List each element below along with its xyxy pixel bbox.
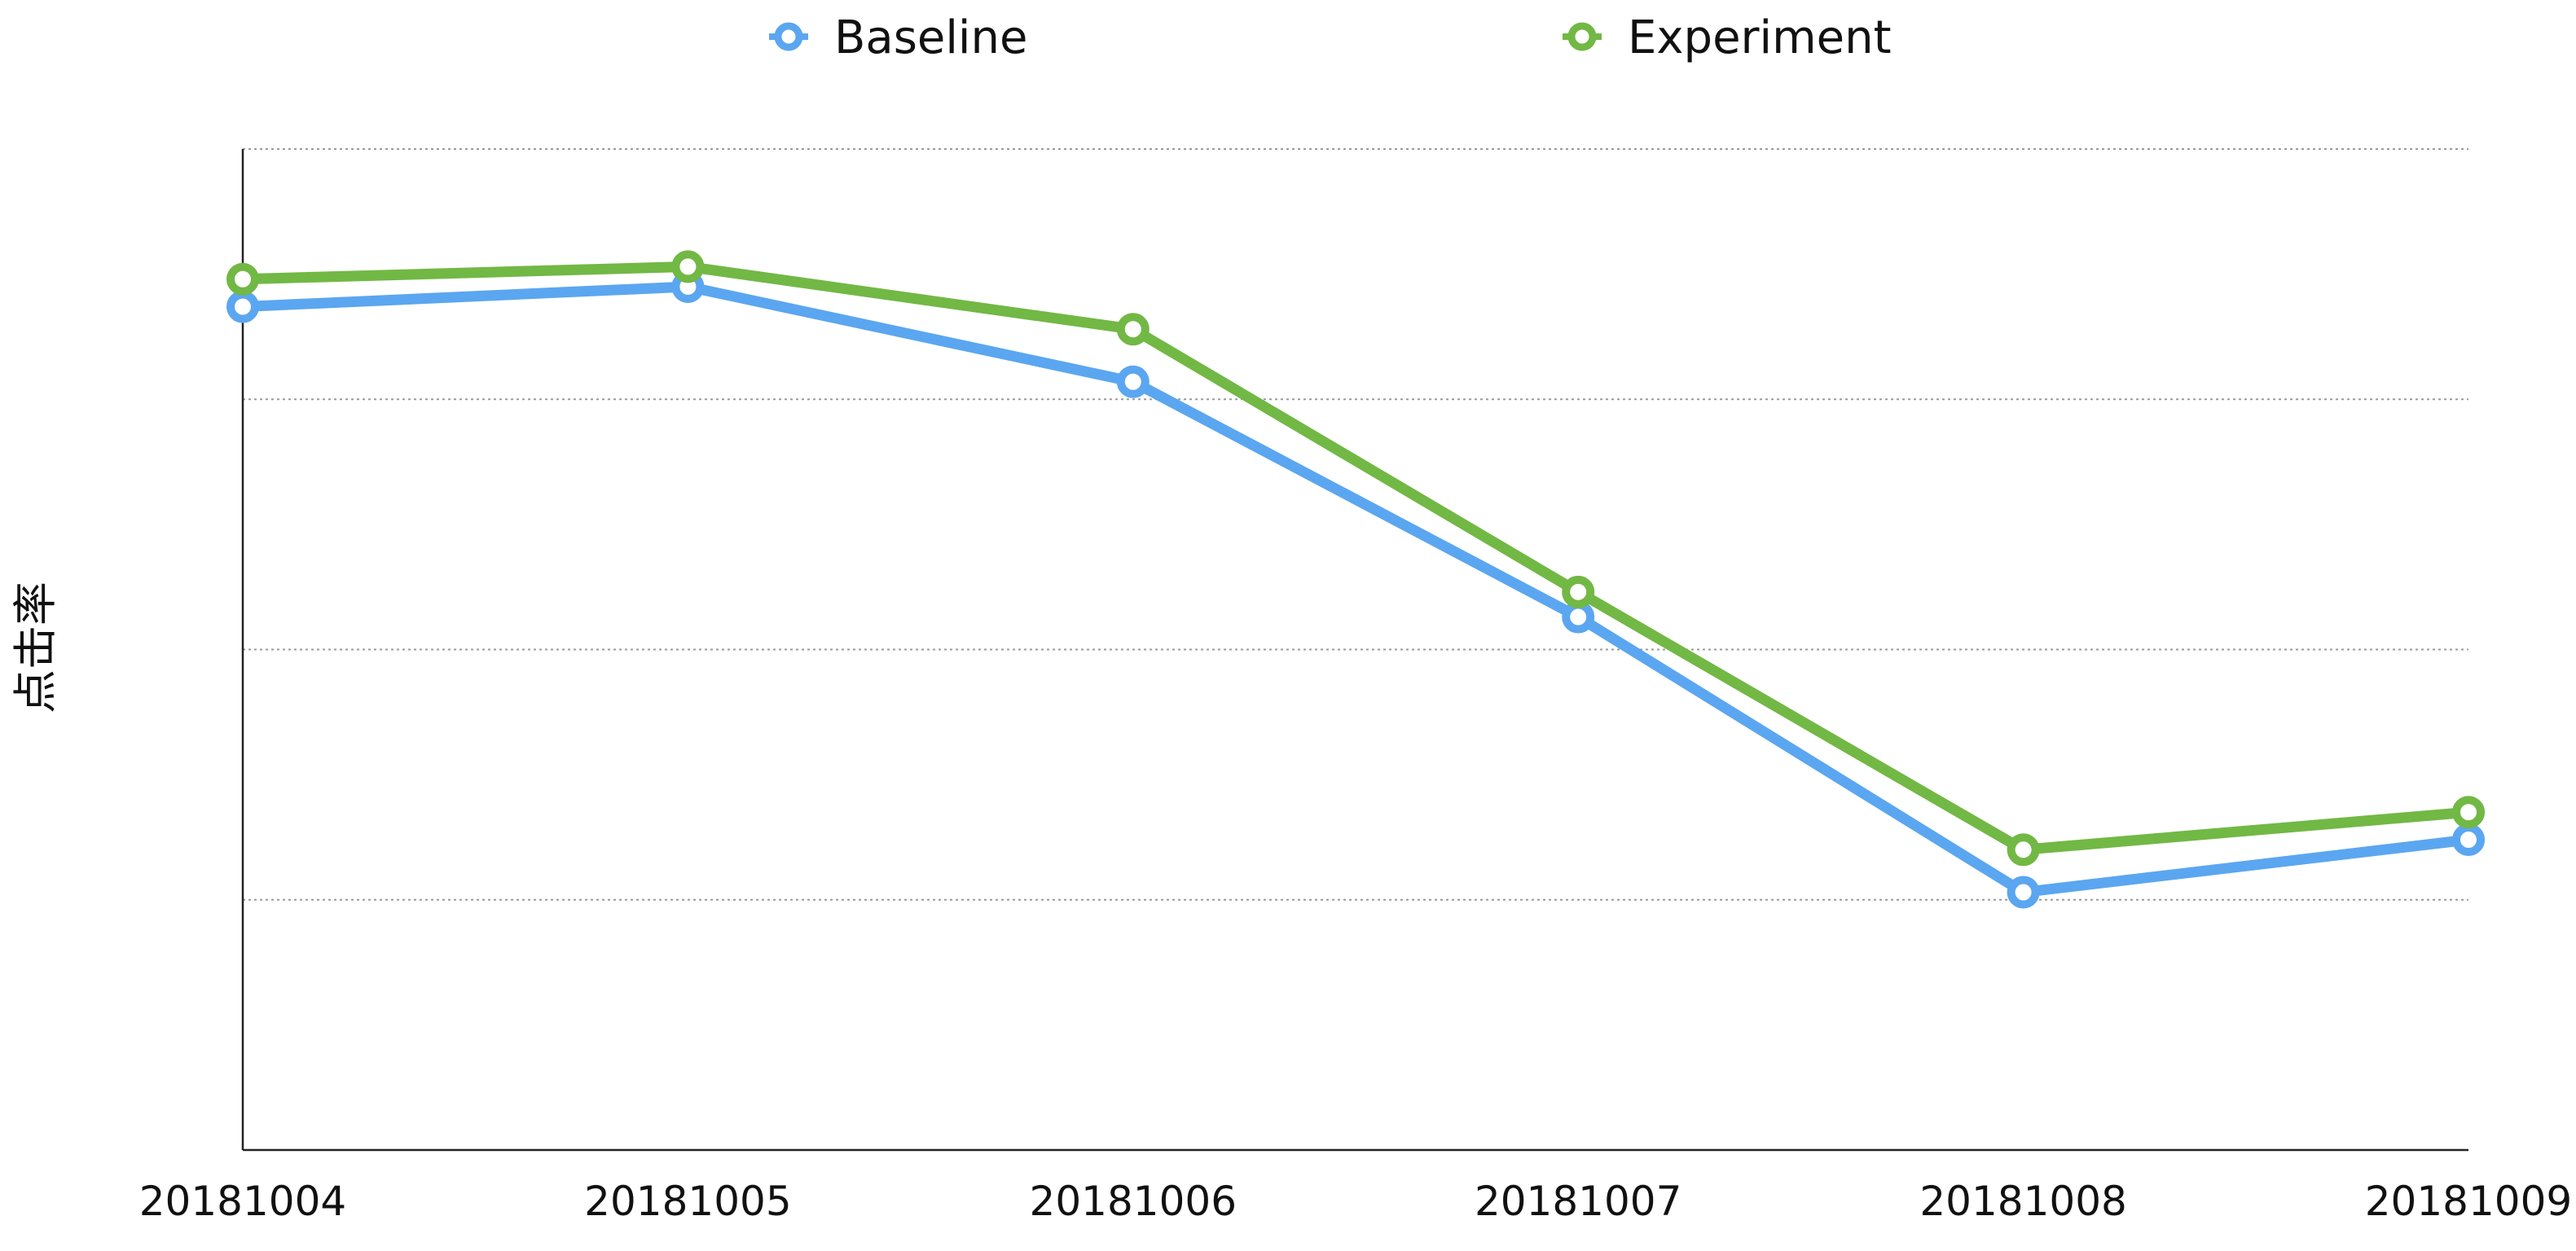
series-line-baseline <box>237 281 2474 898</box>
data-point-experiment-20181006 <box>1116 313 1150 346</box>
data-point-baseline-20181008 <box>2007 876 2040 909</box>
legend-label-baseline: Baseline <box>834 11 1027 64</box>
series-line-experiment <box>237 261 2474 855</box>
series-lines <box>226 250 2485 909</box>
x-tick-label-20181008: 20181008 <box>1919 1178 2127 1225</box>
legend-marker-baseline <box>774 22 803 51</box>
y-axis-label: 点击率 <box>10 582 61 713</box>
x-tick-label-20181005: 20181005 <box>584 1178 792 1225</box>
data-point-baseline-20181006 <box>1116 365 1150 398</box>
data-point-experiment-20181009 <box>2452 796 2485 829</box>
series-experiment <box>226 250 2485 867</box>
data-point-experiment-20181005 <box>671 250 705 283</box>
x-tick-label-20181004: 20181004 <box>139 1178 347 1225</box>
data-point-baseline-20181004 <box>226 290 259 323</box>
data-point-baseline-20181007 <box>1562 600 1595 634</box>
x-tick-label-20181007: 20181007 <box>1475 1178 1682 1225</box>
x-tick-labels: 20181004 20181005 20181006 20181007 20181008… <box>139 1178 2573 1225</box>
legend-label-experiment: Experiment <box>1628 11 1892 64</box>
legend: Baseline Experiment <box>769 11 1892 64</box>
x-tick-label-20181009: 20181009 <box>2365 1178 2573 1225</box>
legend-item-baseline: Baseline <box>769 11 1027 64</box>
x-tick-label-20181006: 20181006 <box>1030 1178 1237 1225</box>
data-point-experiment-20181007 <box>1562 575 1595 608</box>
data-point-experiment-20181004 <box>226 262 259 296</box>
data-point-experiment-20181008 <box>2007 833 2040 867</box>
legend-item-experiment: Experiment <box>1563 11 1892 64</box>
series-baseline <box>226 270 2485 909</box>
data-point-baseline-20181009 <box>2452 823 2485 857</box>
legend-marker-experiment <box>1567 22 1597 51</box>
grid-lines <box>243 148 2468 901</box>
